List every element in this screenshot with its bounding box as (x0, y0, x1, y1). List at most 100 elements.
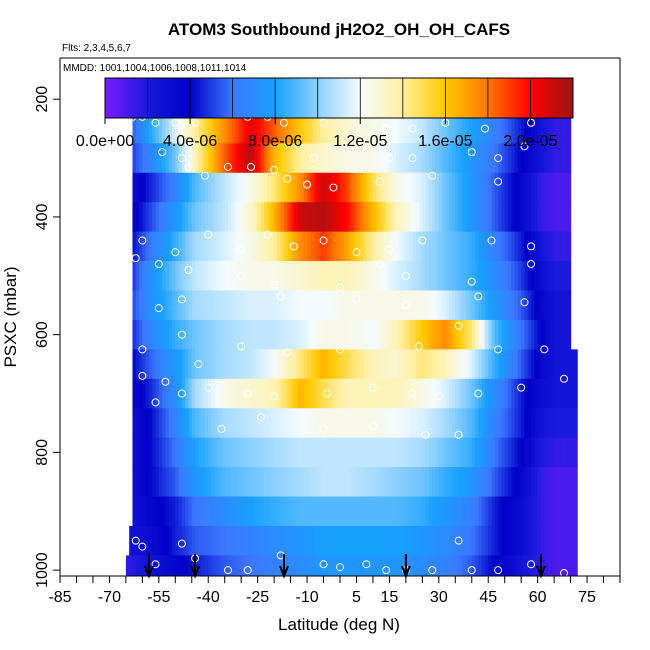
heatmap-cell (208, 202, 213, 233)
heatmap-cell (372, 437, 377, 468)
heatmap-cell (270, 143, 275, 174)
sample-point (520, 298, 529, 307)
heatmap-cell (428, 378, 433, 409)
heatmap-cell (461, 290, 466, 321)
heatmap-cell (409, 437, 414, 468)
heatmap-cell (376, 349, 381, 380)
heatmap-cell (573, 437, 578, 468)
heatmap-cell (326, 437, 331, 468)
heatmap-cell (323, 467, 328, 497)
heatmap-cell (175, 378, 180, 409)
heatmap-cell (488, 261, 493, 291)
heatmap-cell (573, 349, 578, 380)
heatmap-cell (162, 143, 167, 174)
heatmap-cell (359, 408, 364, 439)
heatmap-cell (498, 408, 503, 439)
heatmap-cell (448, 525, 453, 556)
heatmap-cell (241, 261, 246, 291)
heatmap-cell (228, 202, 232, 233)
heatmap-cell (158, 349, 163, 380)
heatmap-cell (254, 408, 259, 439)
sample-point (319, 424, 328, 433)
heatmap-cell (155, 555, 160, 576)
heatmap-cell (307, 261, 311, 291)
heatmap-cell (372, 378, 377, 409)
heatmap-cell (330, 202, 335, 233)
heatmap-cell (237, 378, 242, 409)
heatmap-cell (564, 172, 568, 203)
heatmap-cell (475, 261, 479, 291)
heatmap-cell (501, 525, 506, 556)
sample-point (352, 295, 361, 304)
heatmap-cell (221, 437, 226, 468)
heatmap-cell (237, 349, 242, 380)
heatmap-cell (448, 172, 453, 203)
heatmap-cell (168, 378, 173, 409)
heatmap-cell (247, 525, 252, 556)
heatmap-cell (185, 143, 190, 174)
heatmap-cell (300, 108, 305, 144)
heatmap-cell (471, 378, 476, 409)
heatmap-cell (155, 378, 160, 409)
heatmap-cell (402, 172, 407, 203)
heatmap-cell (560, 261, 565, 291)
heatmap-cell (231, 408, 236, 439)
heatmap-cell (442, 172, 447, 203)
heatmap-cell (198, 378, 203, 409)
heatmap-cell (353, 319, 358, 350)
heatmap-cell (366, 349, 371, 380)
heatmap-cell (172, 261, 176, 291)
heatmap-cell (501, 437, 506, 468)
heatmap-cell (356, 555, 361, 576)
heatmap-cell (488, 467, 493, 497)
heatmap-cell (524, 319, 529, 350)
heatmap-cell (550, 378, 555, 409)
heatmap-cell (405, 467, 410, 497)
heatmap-cell (396, 202, 400, 233)
heatmap-cell (336, 319, 341, 350)
heatmap-cell (491, 319, 496, 350)
heatmap-cell (251, 261, 255, 291)
heatmap-cell (475, 231, 479, 262)
heatmap-cell (524, 143, 529, 174)
heatmap-cell (544, 261, 549, 291)
heatmap-cell (554, 496, 559, 527)
heatmap-cell (399, 496, 404, 527)
heatmap-cell (330, 555, 335, 576)
heatmap-cell (564, 319, 568, 350)
heatmap-cell (521, 525, 526, 556)
heatmap-cell (402, 525, 407, 556)
heatmap-cell (359, 261, 364, 291)
heatmap-cell (181, 467, 186, 497)
heatmap-cell (254, 349, 259, 380)
heatmap-cell (531, 172, 535, 203)
heatmap-cell (346, 467, 351, 497)
heatmap-cell (419, 555, 423, 576)
sample-point (322, 389, 331, 398)
heatmap-cell (435, 231, 440, 262)
heatmap-cell (564, 231, 568, 262)
heatmap-cell (550, 525, 555, 556)
sample-point (362, 560, 371, 569)
heatmap-cell (316, 261, 321, 291)
heatmap-cell (560, 437, 565, 468)
heatmap-cell (369, 437, 374, 468)
heatmap-cell (264, 349, 269, 380)
heatmap-cell (544, 319, 549, 350)
heatmap-cell (405, 349, 410, 380)
heatmap-cell (152, 261, 157, 291)
sample-point (540, 345, 549, 354)
heatmap-cell (204, 467, 209, 497)
heatmap-cell (214, 437, 219, 468)
heatmap-cell (442, 555, 447, 576)
heatmap-cell (224, 378, 229, 409)
heatmap-cell (145, 467, 150, 497)
heatmap-cell (218, 378, 223, 409)
sample-point (194, 360, 203, 369)
heatmap-cell (379, 231, 384, 262)
heatmap-cell (382, 172, 387, 203)
heatmap-cell (570, 496, 575, 527)
heatmap-cell (340, 172, 344, 203)
sample-point (467, 148, 476, 157)
heatmap-cell (531, 143, 535, 174)
